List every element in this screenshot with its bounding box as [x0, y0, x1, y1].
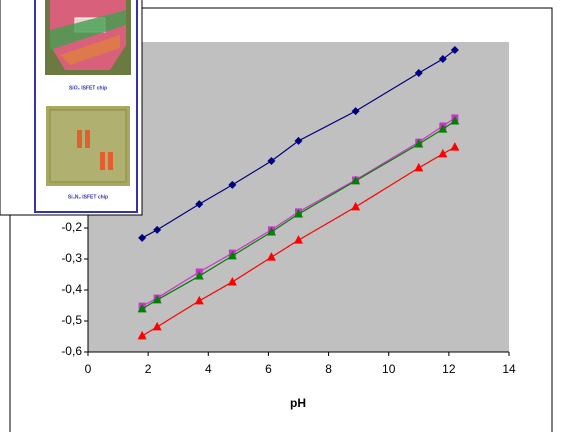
x-tick-label: 10: [382, 362, 396, 376]
chip-image: [100, 152, 105, 170]
plot-area: [88, 42, 509, 352]
x-tick-label: 4: [205, 362, 212, 376]
inset: SiO₂ ISFET chip Si₃N₄ ISFET chip: [0, 0, 142, 215]
y-tick-label: -0,3: [61, 251, 82, 265]
caption: SiO₂ ISFET chip: [69, 85, 107, 91]
x-axis-title: pH: [290, 396, 306, 410]
x-tick-label: 12: [442, 362, 456, 376]
y-tick-label: -0,2: [61, 220, 82, 234]
x-tick-label: 2: [145, 362, 152, 376]
caption: Si₃N₄ ISFET chip: [68, 194, 108, 200]
chip-image: [85, 130, 90, 148]
x-tick-label: 14: [502, 362, 516, 376]
chart: -0,6-0,5-0,4-0,3-0,2-0,100,10,20,30,4024…: [0, 0, 562, 432]
x-tick-label: 6: [265, 362, 272, 376]
y-tick-label: -0,5: [61, 313, 82, 327]
x-tick-label: 8: [325, 362, 332, 376]
y-tick-label: -0,6: [61, 344, 82, 358]
chip-image: [108, 152, 113, 170]
x-tick-label: 0: [85, 362, 92, 376]
y-tick-label: -0,4: [61, 282, 82, 296]
chip-image: [77, 130, 82, 148]
